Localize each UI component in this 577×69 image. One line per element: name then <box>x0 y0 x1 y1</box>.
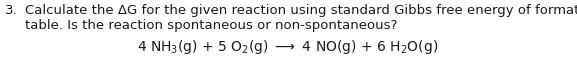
Text: table. Is the reaction spontaneous or non-spontaneous?: table. Is the reaction spontaneous or no… <box>25 19 398 32</box>
Text: 3.: 3. <box>5 4 18 17</box>
Text: Calculate the ΔG for the given reaction using standard Gibbs free energy of form: Calculate the ΔG for the given reaction … <box>25 4 577 17</box>
Text: 4 NH$_3$(g) + 5 O$_2$(g) $\longrightarrow$ 4 NO(g) + 6 H$_2$O(g): 4 NH$_3$(g) + 5 O$_2$(g) $\longrightarro… <box>137 38 439 56</box>
